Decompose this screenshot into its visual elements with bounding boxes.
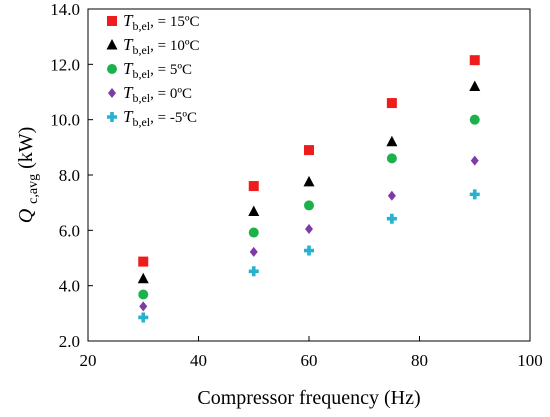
legend-marker — [108, 88, 116, 98]
x-tick-label: 60 — [301, 351, 318, 370]
x-tick-label: 100 — [517, 351, 543, 370]
y-axis-title-subscript: c,avg — [26, 174, 41, 204]
data-point — [248, 266, 259, 277]
legend-marker — [107, 64, 117, 74]
y-tick-label: 2.0 — [59, 332, 80, 351]
legend-marker — [106, 39, 118, 50]
legend-label-value: , = 10ºC — [150, 38, 199, 54]
data-point — [386, 135, 398, 147]
data-point — [304, 145, 314, 156]
legend-label-main: T — [123, 35, 134, 54]
x-tick-label: 40 — [190, 351, 207, 370]
data-point — [138, 312, 149, 323]
legend-label-value: , = 5ºC — [150, 62, 192, 78]
data-point — [386, 153, 397, 164]
legend-label-value: , = 15ºC — [150, 14, 199, 30]
legend-label: Tb,el, = 0ºC — [123, 83, 192, 105]
data-point — [305, 223, 313, 234]
legend-label: Tb,el, = 15ºC — [123, 11, 200, 33]
legend-label-subscript: b,el — [132, 43, 150, 57]
y-tick-label: 8.0 — [59, 166, 80, 185]
legend-label-value: , = -5ºC — [150, 110, 197, 126]
legend-label-subscript: b,el — [132, 91, 150, 105]
legend-marker — [107, 16, 117, 26]
y-axis-title-main: Q — [15, 208, 37, 223]
x-axis: 20 40 60 80 100 — [80, 336, 543, 370]
data-point — [469, 189, 480, 200]
y-tick-label: 12.0 — [50, 55, 80, 74]
data-point — [386, 213, 397, 224]
legend-label-main: T — [123, 11, 134, 30]
data-point — [138, 256, 149, 267]
legend-marker — [107, 112, 117, 122]
y-tick-label: 4.0 — [59, 277, 80, 296]
data-point — [469, 80, 481, 91]
y-axis-title: Q c,avg (kW) — [15, 127, 42, 224]
data-point — [470, 155, 479, 166]
data-point — [248, 181, 259, 192]
legend-label: Tb,el, = 10ºC — [123, 35, 200, 57]
x-tick-label: 20 — [80, 351, 97, 370]
data-point — [469, 114, 480, 125]
data-point — [387, 190, 396, 201]
y-axis-title-unit: (kW) — [15, 127, 37, 169]
data-point — [469, 55, 480, 66]
legend-label-main: T — [123, 83, 134, 102]
legend-label-value: , = 0ºC — [150, 86, 192, 102]
data-point — [248, 227, 259, 238]
data-point — [248, 205, 260, 217]
plot-frame — [87, 8, 531, 342]
data-point — [138, 289, 149, 300]
x-axis-title: Compressor frequency (Hz) — [197, 387, 420, 409]
legend-label: Tb,el, = -5ºC — [123, 107, 197, 129]
legend-label-main: T — [123, 59, 134, 78]
data-point — [304, 200, 314, 211]
legend-label-subscript: b,el — [132, 67, 150, 81]
data-point — [386, 98, 397, 109]
data-point — [303, 175, 315, 187]
legend-label-subscript: b,el — [132, 19, 150, 33]
y-tick-label: 6.0 — [59, 221, 80, 240]
data-point — [249, 246, 258, 257]
legend-label: Tb,el, = 5ºC — [123, 59, 192, 81]
legend-label-subscript: b,el — [132, 115, 150, 129]
x-tick-label: 80 — [411, 351, 428, 370]
y-tick-label: 10.0 — [50, 111, 80, 130]
data-points — [137, 55, 481, 323]
legend-label-main: T — [123, 107, 134, 126]
data-point — [139, 301, 148, 312]
data-point — [304, 245, 315, 256]
y-tick-label: 14.0 — [50, 0, 80, 19]
y-axis: 2.0 4.0 6.0 8.0 10.0 12.0 14.0 — [50, 0, 93, 351]
data-point — [137, 272, 149, 284]
